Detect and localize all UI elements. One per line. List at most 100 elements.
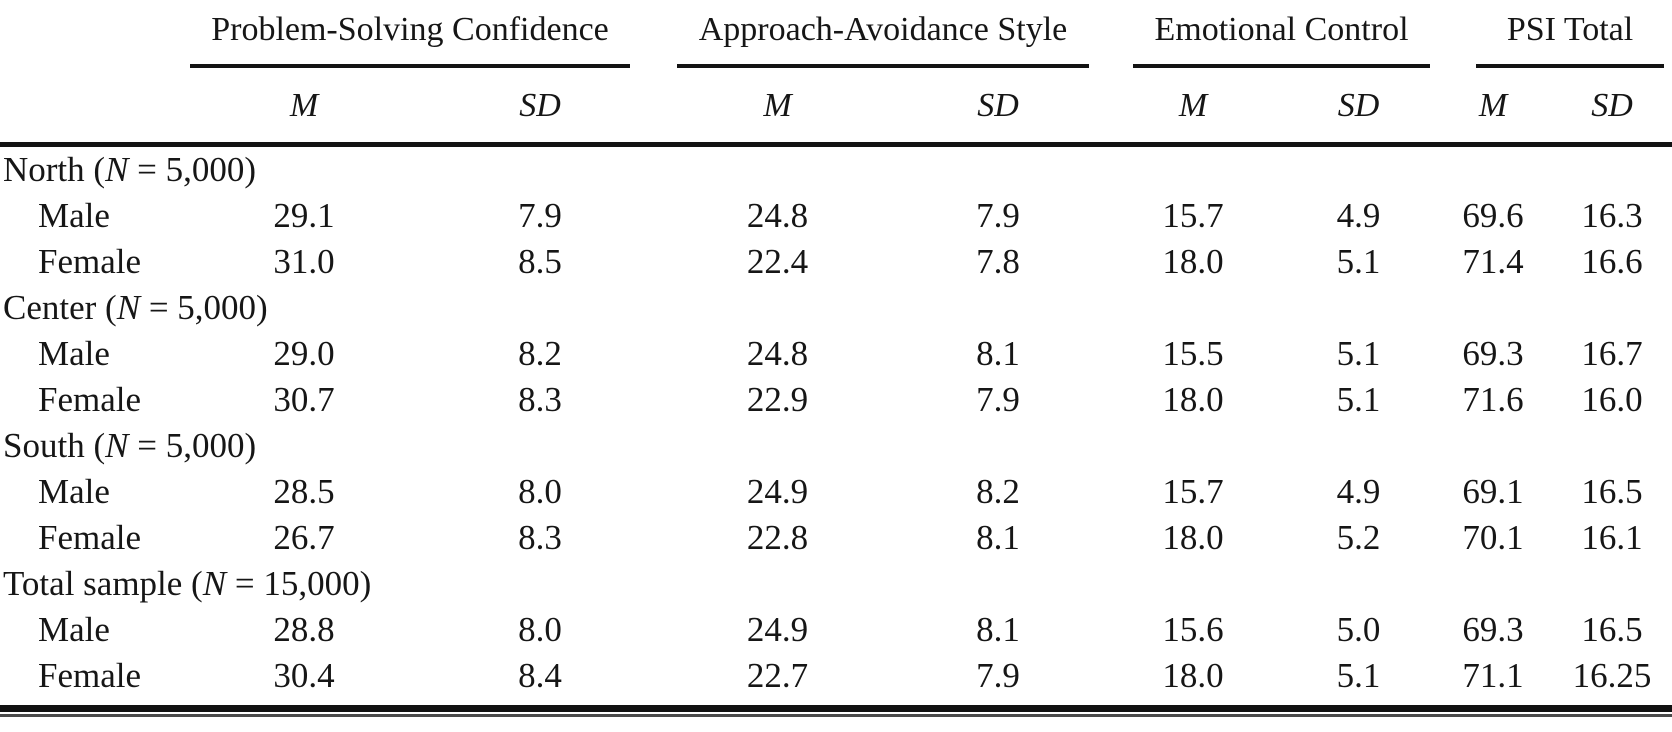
column-header-sd: SD — [1283, 70, 1435, 147]
cell-value: 28.5 — [273, 472, 335, 511]
cell-value: 7.9 — [976, 380, 1020, 419]
cell-value: 16.25 — [1572, 656, 1652, 695]
cell-value: 30.4 — [273, 656, 335, 695]
row-label: Male — [38, 196, 110, 235]
cell-value: 16.6 — [1581, 242, 1643, 281]
cell-value: 15.7 — [1162, 472, 1224, 511]
data-row: Male 29.0 8.2 24.8 8.1 15.5 5.1 69.3 16.7 — [0, 331, 1672, 377]
cell-value: 69.1 — [1462, 472, 1524, 511]
cell-value: 30.7 — [273, 380, 335, 419]
cell-value: 4.9 — [1336, 472, 1381, 511]
row-label: Male — [38, 472, 110, 511]
cell-value: 18.0 — [1162, 242, 1224, 281]
spanner-label: Emotional Control — [1133, 10, 1431, 68]
cell-value: 8.1 — [976, 334, 1020, 373]
cell-value: 5.1 — [1336, 380, 1381, 419]
column-header-m: M — [1103, 70, 1283, 147]
cell-value: 16.1 — [1581, 518, 1643, 557]
cell-value: 8.1 — [976, 610, 1020, 649]
group-row: South (N = 5,000) — [0, 423, 1672, 469]
cell-value: 7.8 — [976, 242, 1020, 281]
cell-value: 5.1 — [1336, 242, 1381, 281]
cell-value: 16.5 — [1581, 472, 1643, 511]
cell-value: 24.8 — [746, 334, 809, 373]
cell-value: 22.7 — [746, 656, 809, 695]
group-row: North (N = 5,000) — [0, 145, 1672, 194]
cell-value: 16.7 — [1581, 334, 1643, 373]
cell-value: 8.2 — [518, 334, 562, 373]
cell-value: 8.3 — [518, 518, 562, 557]
cell-value: 24.9 — [746, 472, 809, 511]
spanner-problem-solving-confidence: Problem-Solving Confidence — [190, 4, 662, 70]
row-label: Female — [38, 380, 142, 419]
table-bottom-rule — [0, 705, 1672, 712]
cell-value: 69.3 — [1462, 334, 1524, 373]
group-label: Center (N = 5,000) — [3, 288, 268, 327]
cell-value: 24.9 — [746, 610, 809, 649]
group-row: Total sample (N = 15,000) — [0, 561, 1672, 607]
cell-value: 15.6 — [1162, 610, 1224, 649]
column-header-sd: SD — [893, 70, 1103, 147]
row-label: Female — [38, 518, 142, 557]
cell-value: 70.1 — [1462, 518, 1524, 557]
cell-value: 16.5 — [1581, 610, 1643, 649]
cell-value: 7.9 — [976, 656, 1020, 695]
cell-value: 15.7 — [1162, 196, 1224, 235]
spanner-label: Approach-Avoidance Style — [677, 10, 1089, 68]
cell-value: 4.9 — [1336, 196, 1381, 235]
cell-value: 71.1 — [1462, 656, 1524, 695]
data-row: Female 30.4 8.4 22.7 7.9 18.0 5.1 71.1 16.25 — [0, 653, 1672, 699]
spanner-emotional-control: Emotional Control — [1103, 4, 1434, 70]
column-header-sd: SD — [1552, 70, 1672, 147]
cell-value: 8.4 — [518, 656, 562, 695]
cell-value: 18.0 — [1162, 656, 1224, 695]
cell-value: 8.5 — [518, 242, 562, 281]
cell-value: 69.3 — [1462, 610, 1524, 649]
cell-value: 5.1 — [1336, 334, 1381, 373]
cell-value: 22.9 — [746, 380, 809, 419]
cell-value: 69.6 — [1462, 196, 1524, 235]
spanner-label: PSI Total — [1476, 10, 1665, 68]
group-label: South (N = 5,000) — [3, 426, 257, 465]
cell-value: 28.8 — [273, 610, 335, 649]
data-row: Male 28.8 8.0 24.9 8.1 15.6 5.0 69.3 16.5 — [0, 607, 1672, 653]
group-label: North (N = 5,000) — [3, 150, 257, 189]
data-row: Female 31.0 8.5 22.4 7.8 18.0 5.1 71.4 16.6 — [0, 239, 1672, 285]
group-label: Total sample (N = 15,000) — [3, 564, 372, 603]
cell-value: 24.8 — [746, 196, 809, 235]
group-row: Center (N = 5,000) — [0, 285, 1672, 331]
row-label: Female — [38, 242, 142, 281]
column-header-sd: SD — [418, 70, 662, 147]
psi-statistics-table: Problem-Solving Confidence Approach-Avoi… — [0, 4, 1672, 699]
data-row: Female 30.7 8.3 22.9 7.9 18.0 5.1 71.6 16.0 — [0, 377, 1672, 423]
cell-value: 26.7 — [273, 518, 335, 557]
data-row: Male 29.1 7.9 24.8 7.9 15.7 4.9 69.6 16.3 — [0, 193, 1672, 239]
data-row: Male 28.5 8.0 24.9 8.2 15.7 4.9 69.1 16.5 — [0, 469, 1672, 515]
table-bottom-rule-thin — [0, 714, 1672, 717]
cell-value: 29.1 — [273, 196, 335, 235]
cell-value: 71.4 — [1462, 242, 1524, 281]
cell-value: 71.6 — [1462, 380, 1524, 419]
cell-value: 5.1 — [1336, 656, 1381, 695]
subheader-row: M SD M SD M SD M SD — [0, 70, 1672, 147]
cell-value: 8.3 — [518, 380, 562, 419]
cell-value: 31.0 — [273, 242, 335, 281]
cell-value: 7.9 — [518, 196, 562, 235]
cell-value: 8.1 — [976, 518, 1020, 557]
cell-value: 8.2 — [976, 472, 1020, 511]
cell-value: 5.2 — [1336, 518, 1381, 557]
cell-value: 18.0 — [1162, 518, 1224, 557]
cell-value: 16.0 — [1581, 380, 1643, 419]
cell-value: 8.0 — [518, 472, 562, 511]
data-row: Female 26.7 8.3 22.8 8.1 18.0 5.2 70.1 16.1 — [0, 515, 1672, 561]
cell-value: 8.0 — [518, 610, 562, 649]
row-label: Female — [38, 656, 142, 695]
spanner-psi-total: PSI Total — [1434, 4, 1672, 70]
spanner-label: Problem-Solving Confidence — [190, 10, 630, 68]
cell-value: 18.0 — [1162, 380, 1224, 419]
column-group-header-row: Problem-Solving Confidence Approach-Avoi… — [0, 4, 1672, 70]
cell-value: 15.5 — [1162, 334, 1224, 373]
table-body: North (N = 5,000) Male 29.1 7.9 24.8 7.9 15.7 4… — [0, 145, 1672, 700]
cell-value: 16.3 — [1581, 196, 1643, 235]
